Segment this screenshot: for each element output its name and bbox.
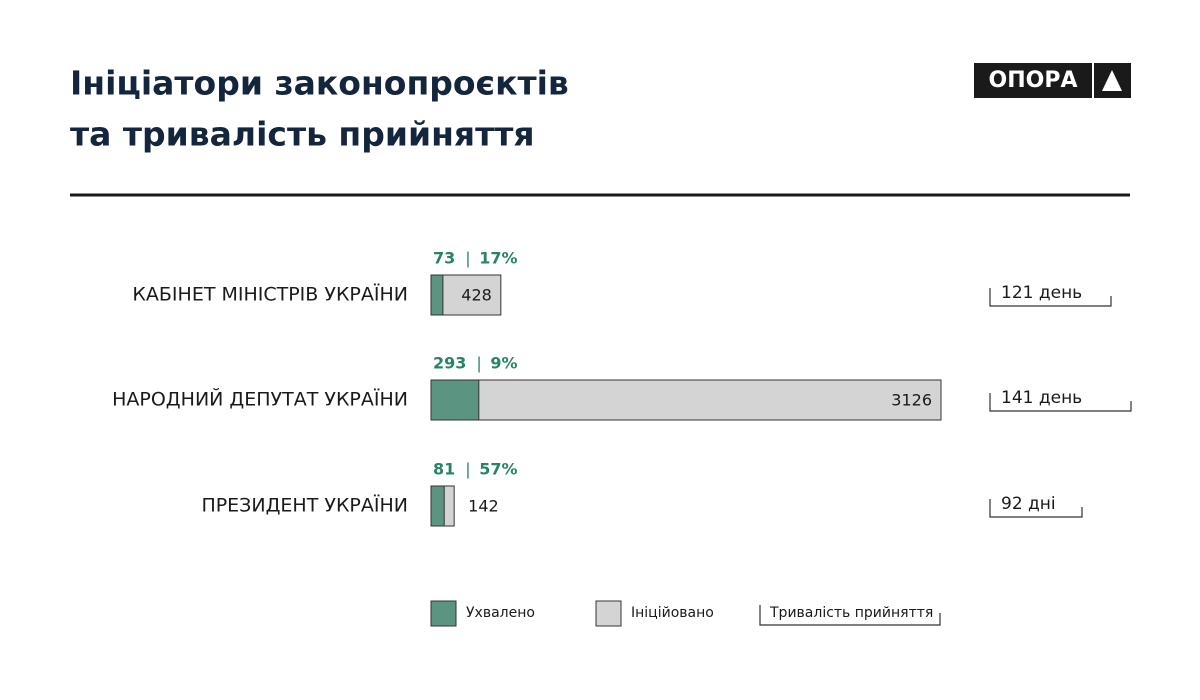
initiated-label: 428 [461,286,492,305]
approved-bar [430,379,480,421]
category-label: ПРЕЗИДЕНТ УКРАЇНИ [201,494,408,517]
approved-label: 81 [433,460,455,479]
legend-swatch [595,600,622,627]
share-label: 9% [490,354,517,373]
approved-label: 73 [433,249,455,268]
approved-bar [430,485,445,527]
chart-title: та тривалість прийняття [70,115,535,154]
approved-label: 293 [433,354,466,373]
duration-label: 92 дні [1001,494,1056,514]
legend-swatch [430,600,457,627]
logo-triangle [1102,70,1122,91]
legend-label: Ухвалено [466,605,535,621]
label-separator: | [476,354,481,373]
category-label: НАРОДНИЙ ДЕПУТАТ УКРАЇНИ [112,388,408,411]
legend-label: Ініційовано [631,605,714,621]
legend-label: Тривалість прийняття [769,605,933,621]
chart-title: Ініціатори законопроєктів [70,64,569,103]
initiated-bar [430,379,942,421]
approved-bar [430,274,444,316]
category-label: КАБІНЕТ МІНІСТРІВ УКРАЇНИ [132,283,408,306]
label-separator: | [465,460,470,479]
legend-bracket [759,605,941,626]
duration-bracket [989,393,1132,412]
initiated-label: 3126 [891,391,932,410]
share-label: 57% [479,460,517,479]
duration-bracket [989,499,1083,518]
duration-label: 141 день [1001,388,1082,408]
duration-bracket [989,288,1112,307]
duration-label: 121 день [1001,283,1082,303]
logo-box [974,63,1131,98]
label-separator: | [465,249,470,268]
initiated-label: 142 [468,497,499,516]
logo-text: ОПОРА [989,68,1078,93]
share-label: 17% [479,249,517,268]
